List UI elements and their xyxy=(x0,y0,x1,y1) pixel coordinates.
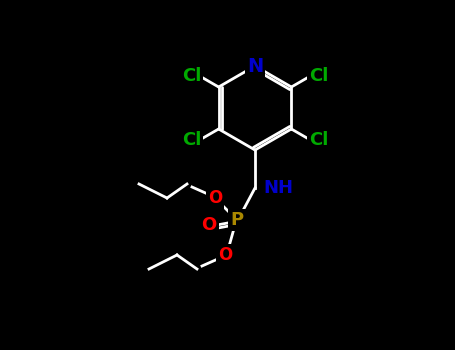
Text: O: O xyxy=(202,216,217,234)
Text: O: O xyxy=(218,246,232,264)
Text: NH: NH xyxy=(263,179,293,197)
Text: Cl: Cl xyxy=(309,131,328,149)
Text: Cl: Cl xyxy=(182,131,201,149)
Text: Cl: Cl xyxy=(309,67,328,85)
Text: O: O xyxy=(208,189,222,207)
Text: Cl: Cl xyxy=(182,67,201,85)
Text: N: N xyxy=(247,56,263,76)
Text: P: P xyxy=(230,211,243,229)
